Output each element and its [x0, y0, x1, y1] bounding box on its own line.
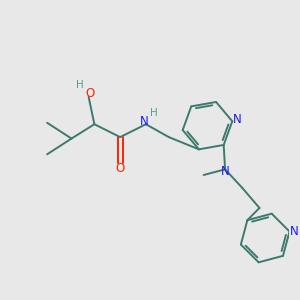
Text: O: O: [116, 161, 125, 175]
Text: N: N: [233, 113, 242, 126]
Text: O: O: [85, 87, 95, 100]
Text: N: N: [140, 116, 149, 128]
Text: N: N: [221, 165, 230, 178]
Text: N: N: [290, 225, 299, 238]
Text: H: H: [150, 108, 158, 118]
Text: H: H: [76, 80, 84, 90]
